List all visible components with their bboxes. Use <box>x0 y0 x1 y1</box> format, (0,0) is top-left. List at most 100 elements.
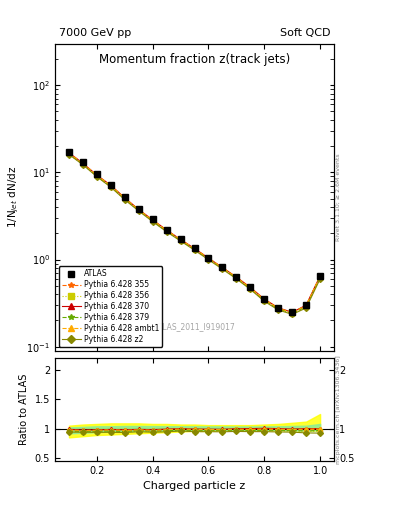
Pythia 6.428 ambt1 <box>108 182 113 188</box>
Pythia 6.428 355 <box>95 173 99 179</box>
Line: Pythia 6.428 370: Pythia 6.428 370 <box>67 151 322 314</box>
Pythia 6.428 z2 <box>123 197 127 203</box>
Pythia 6.428 z2 <box>290 311 295 317</box>
Text: 7000 GeV pp: 7000 GeV pp <box>59 28 131 38</box>
Pythia 6.428 379 <box>95 173 99 179</box>
Pythia 6.428 ambt1 <box>304 303 309 309</box>
Pythia 6.428 379 <box>290 310 295 316</box>
Pythia 6.428 370 <box>318 273 323 279</box>
Pythia 6.428 379 <box>304 304 309 310</box>
Pythia 6.428 379 <box>123 196 127 202</box>
Pythia 6.428 379 <box>151 218 155 224</box>
Pythia 6.428 z2 <box>151 219 155 225</box>
Pythia 6.428 355 <box>304 303 309 309</box>
Pythia 6.428 z2 <box>262 298 267 304</box>
Pythia 6.428 355 <box>108 183 113 189</box>
Line: Pythia 6.428 z2: Pythia 6.428 z2 <box>67 153 322 316</box>
Pythia 6.428 355 <box>151 218 155 224</box>
Pythia 6.428 356 <box>95 173 99 179</box>
Pythia 6.428 355 <box>164 227 169 233</box>
Pythia 6.428 370 <box>304 302 309 308</box>
Pythia 6.428 z2 <box>234 276 239 282</box>
Pythia 6.428 370 <box>136 206 141 212</box>
Pythia 6.428 ambt1 <box>164 227 169 233</box>
Pythia 6.428 ambt1 <box>81 160 85 166</box>
Pythia 6.428 370 <box>151 217 155 223</box>
Pythia 6.428 379 <box>276 306 281 312</box>
Text: Soft QCD: Soft QCD <box>280 28 330 38</box>
Pythia 6.428 355 <box>220 265 225 271</box>
Pythia 6.428 z2 <box>304 305 309 311</box>
Pythia 6.428 356 <box>108 184 113 190</box>
Pythia 6.428 356 <box>192 246 197 252</box>
Text: ATLAS_2011_I919017: ATLAS_2011_I919017 <box>154 322 235 331</box>
Pythia 6.428 370 <box>95 172 99 178</box>
Pythia 6.428 379 <box>136 207 141 214</box>
Pythia 6.428 355 <box>206 255 211 262</box>
Pythia 6.428 355 <box>67 151 72 157</box>
Pythia 6.428 z2 <box>136 208 141 214</box>
Pythia 6.428 355 <box>123 196 127 202</box>
Pythia 6.428 379 <box>192 246 197 252</box>
Pythia 6.428 ambt1 <box>151 217 155 223</box>
Pythia 6.428 ambt1 <box>290 310 295 316</box>
Pythia 6.428 ambt1 <box>220 265 225 271</box>
Y-axis label: Ratio to ATLAS: Ratio to ATLAS <box>19 374 29 445</box>
Pythia 6.428 370 <box>276 305 281 311</box>
Pythia 6.428 370 <box>290 309 295 315</box>
Pythia 6.428 356 <box>304 304 309 310</box>
Pythia 6.428 z2 <box>67 152 72 158</box>
Line: Pythia 6.428 356: Pythia 6.428 356 <box>67 152 322 316</box>
Pythia 6.428 370 <box>262 296 267 302</box>
Pythia 6.428 ambt1 <box>136 207 141 213</box>
Legend: ATLAS, Pythia 6.428 355, Pythia 6.428 356, Pythia 6.428 370, Pythia 6.428 379, P: ATLAS, Pythia 6.428 355, Pythia 6.428 35… <box>59 266 162 347</box>
Pythia 6.428 370 <box>206 255 211 261</box>
Pythia 6.428 356 <box>262 297 267 304</box>
X-axis label: Charged particle z: Charged particle z <box>143 481 246 491</box>
Pythia 6.428 355 <box>81 161 85 167</box>
Pythia 6.428 ambt1 <box>318 273 323 279</box>
Pythia 6.428 370 <box>192 245 197 251</box>
Pythia 6.428 ambt1 <box>206 255 211 261</box>
Pythia 6.428 ambt1 <box>276 305 281 311</box>
Pythia 6.428 379 <box>206 255 211 262</box>
Pythia 6.428 z2 <box>192 247 197 253</box>
Pythia 6.428 355 <box>136 207 141 213</box>
Pythia 6.428 z2 <box>95 174 99 180</box>
Pythia 6.428 356 <box>123 196 127 202</box>
Pythia 6.428 355 <box>290 310 295 316</box>
Pythia 6.428 ambt1 <box>95 172 99 178</box>
Pythia 6.428 356 <box>67 151 72 157</box>
Pythia 6.428 379 <box>220 265 225 271</box>
Pythia 6.428 355 <box>318 273 323 280</box>
Pythia 6.428 379 <box>262 297 267 304</box>
Pythia 6.428 z2 <box>81 162 85 168</box>
Line: Pythia 6.428 379: Pythia 6.428 379 <box>67 152 322 315</box>
Pythia 6.428 355 <box>192 246 197 252</box>
Pythia 6.428 z2 <box>276 307 281 313</box>
Pythia 6.428 z2 <box>178 238 183 244</box>
Pythia 6.428 z2 <box>318 276 323 282</box>
Pythia 6.428 ambt1 <box>248 285 253 291</box>
Pythia 6.428 355 <box>276 305 281 311</box>
Pythia 6.428 356 <box>178 238 183 244</box>
Pythia 6.428 z2 <box>206 257 211 263</box>
Pythia 6.428 356 <box>276 306 281 312</box>
Line: Pythia 6.428 ambt1: Pythia 6.428 ambt1 <box>67 151 322 315</box>
Pythia 6.428 370 <box>123 195 127 201</box>
Pythia 6.428 370 <box>164 227 169 233</box>
Pythia 6.428 ambt1 <box>67 150 72 156</box>
Pythia 6.428 ambt1 <box>234 274 239 281</box>
Pythia 6.428 370 <box>234 274 239 280</box>
Pythia 6.428 370 <box>220 264 225 270</box>
Pythia 6.428 355 <box>262 297 267 303</box>
Pythia 6.428 z2 <box>220 266 225 272</box>
Pythia 6.428 355 <box>248 285 253 291</box>
Pythia 6.428 356 <box>136 207 141 214</box>
Pythia 6.428 356 <box>220 265 225 271</box>
Pythia 6.428 ambt1 <box>262 296 267 303</box>
Pythia 6.428 355 <box>178 237 183 243</box>
Pythia 6.428 356 <box>290 310 295 316</box>
Text: Momentum fraction z(track jets): Momentum fraction z(track jets) <box>99 53 290 66</box>
Pythia 6.428 356 <box>206 256 211 262</box>
